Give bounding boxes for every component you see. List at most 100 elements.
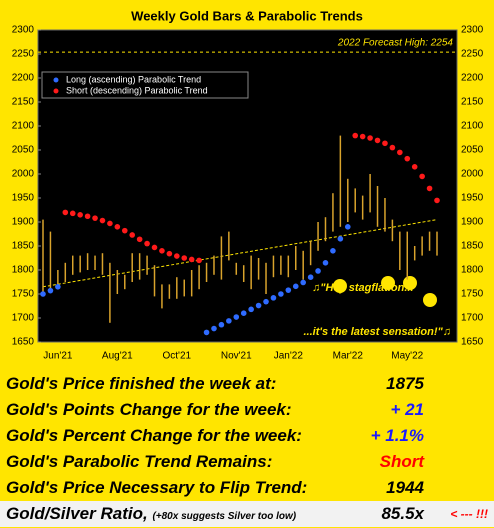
x-tick-label: Jun'21 [43,351,73,362]
y-tick-label-right: 2000 [461,169,484,180]
trend-dot [144,240,150,247]
row-label-text: Gold's Percent Change for the week: [6,426,302,445]
trend-dot [292,283,299,290]
trend-dot [203,329,210,336]
trend-dot [330,248,336,254]
trend-dot [240,310,247,317]
row-label-text: Gold's Parabolic Trend Remains: [6,452,273,471]
y-tick-label-right: 1650 [461,337,484,348]
x-tick-label: May'22 [391,351,423,362]
y-tick-label-right: 1700 [461,313,484,324]
trend-dot [397,149,403,156]
trend-dot [174,253,180,259]
trend-dot [129,232,136,238]
trend-dot [344,224,351,230]
row-label-text: Gold's Points Change for the week: [6,400,292,419]
trend-dot [270,295,277,301]
x-tick-label: Jan'22 [274,351,304,362]
chart-title: Weekly Gold Bars & Parabolic Trends [131,8,363,23]
trend-dot [255,302,262,309]
trend-dot [47,287,54,294]
trend-dot [166,250,173,257]
x-tick-label: Oct'21 [163,351,192,362]
y-tick-label: 2100 [12,121,35,132]
legend-marker [53,77,59,83]
y-tick-label: 1900 [12,217,35,228]
trend-dot [359,133,366,140]
trend-dot [404,155,411,162]
chart: Weekly Gold Bars & Parabolic Trends 1650… [12,8,484,362]
trend-dot [352,132,359,139]
trend-dot [278,291,284,297]
trend-dot [55,284,61,290]
y-tick-label: 2300 [12,25,35,36]
trend-dot [92,215,98,221]
table-row: Gold's Points Change for the week: + 21 [0,397,494,423]
trend-dot [226,318,232,324]
y-tick-label: 1850 [12,241,35,252]
y-tick-label-right: 2200 [461,73,484,84]
y-tick-label-right: 1750 [461,289,484,300]
y-tick-label: 1950 [12,193,35,204]
trend-dot [411,164,418,170]
face [403,276,417,290]
row-label: Gold's Price finished the week at: [6,374,276,394]
row-note: (+80x suggests Silver too low) [152,511,297,522]
trend-dot [419,173,425,180]
row-label: Gold's Percent Change for the week: [6,426,302,446]
trend-line [42,219,438,288]
trend-dot [233,314,240,320]
trend-dot [136,236,143,243]
y-tick-label-right: 2050 [461,145,484,156]
face [423,293,437,307]
forecast-label: 2022 Forecast High: 2254 [337,38,454,49]
trend-dot [121,227,128,234]
y-tick-label: 2050 [12,145,35,156]
row-value: + 1.1% [370,426,424,445]
trend-dot [40,291,46,297]
trend-dot [218,321,225,328]
trend-dot [211,325,217,332]
y-tick-label-right: 1900 [461,217,484,228]
y-tick-label: 2150 [12,97,35,108]
trend-dot [84,213,91,220]
trend-dot [248,306,254,313]
trend-dot [159,248,165,254]
trend-dot [322,260,329,266]
row-value: 1875 [386,374,424,393]
trend-dot [307,274,314,281]
y-tick-label: 2250 [12,49,35,60]
trend-dot [315,268,321,274]
trend-dot [196,257,202,264]
table-row: Gold/Silver Ratio, (+80x suggests Silver… [0,501,494,527]
table-row: Gold's Percent Change for the week: + 1.1… [0,423,494,449]
y-tick-label-right: 1800 [461,265,484,276]
x-tick-label: Mar'22 [333,351,364,362]
row-label: Gold's Parabolic Trend Remains: [6,452,272,472]
trend-dot [151,244,158,251]
trend-dot [434,197,440,204]
legend-marker [53,88,59,94]
y-tick-label: 1650 [12,337,35,348]
legend-label: Long (ascending) Parabolic Trend [66,74,201,84]
row-flag: < --- !!! [450,507,488,521]
y-tick-label: 2200 [12,73,35,84]
emoji-faces [333,276,437,307]
trend-dot [367,135,373,141]
table-row: Gold's Parabolic Trend Remains: Short [0,449,494,475]
trend-dot [181,255,188,261]
trend-dot [77,212,83,218]
y-tick-label-right: 2250 [461,49,484,60]
trend-dot [62,209,69,216]
face [333,279,347,293]
trend-dot [69,210,76,217]
row-label-text: Gold/Silver Ratio, [6,504,148,523]
y-tick-label: 2000 [12,169,35,180]
trend-dot [263,298,269,305]
trend-dot [374,137,381,144]
x-tick-label: Aug'21 [102,351,133,362]
trend-dot [382,140,388,147]
trend-dot [300,279,306,286]
row-value: 85.5x [381,504,424,523]
